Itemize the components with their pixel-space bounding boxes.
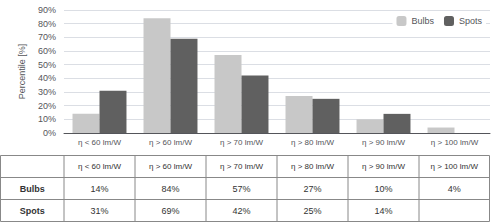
svg-text:20%: 20%	[38, 101, 56, 111]
svg-text:50%: 50%	[38, 60, 56, 70]
svg-text:60%: 60%	[38, 46, 56, 56]
svg-text:30%: 30%	[38, 87, 56, 97]
svg-text:Spots: Spots	[20, 206, 45, 216]
svg-text:Bulbs: Bulbs	[20, 184, 45, 194]
svg-text:0%: 0%	[43, 128, 56, 138]
svg-text:42%: 42%	[232, 206, 250, 216]
svg-text:Percentile [%]: Percentile [%]	[17, 44, 27, 100]
svg-text:η > 70 lm/W: η > 70 lm/W	[220, 162, 263, 171]
svg-text:27%: 27%	[303, 184, 321, 194]
svg-text:η > 80 lm/W: η > 80 lm/W	[291, 162, 334, 171]
svg-text:31%: 31%	[90, 206, 108, 216]
svg-text:10%: 10%	[374, 184, 392, 194]
svg-text:40%: 40%	[38, 73, 56, 83]
svg-text:η > 80 lm/W: η > 80 lm/W	[291, 138, 334, 147]
svg-text:10%: 10%	[38, 114, 56, 124]
svg-text:η < 60 lm/W: η < 60 lm/W	[78, 162, 121, 171]
svg-text:η > 90 lm/W: η > 90 lm/W	[362, 138, 405, 147]
svg-text:84%: 84%	[161, 184, 179, 194]
svg-text:η > 70 lm/W: η > 70 lm/W	[220, 138, 263, 147]
svg-text:η > 60 lm/W: η > 60 lm/W	[149, 162, 192, 171]
svg-text:25%: 25%	[303, 206, 321, 216]
svg-text:70%: 70%	[38, 32, 56, 42]
svg-text:4%: 4%	[448, 184, 461, 194]
svg-text:η > 100 lm/W: η > 100 lm/W	[431, 138, 479, 147]
svg-text:57%: 57%	[232, 184, 250, 194]
svg-text:Spots: Spots	[459, 16, 483, 26]
svg-text:Bulbs: Bulbs	[411, 16, 434, 26]
svg-text:η > 90 lm/W: η > 90 lm/W	[362, 162, 405, 171]
svg-text:η > 100 lm/W: η > 100 lm/W	[431, 162, 479, 171]
svg-text:14%: 14%	[90, 184, 108, 194]
svg-text:80%: 80%	[38, 19, 56, 29]
svg-text:69%: 69%	[161, 206, 179, 216]
svg-text:90%: 90%	[38, 5, 56, 15]
svg-text:η > 60 lm/W: η > 60 lm/W	[149, 138, 192, 147]
svg-text:14%: 14%	[374, 206, 392, 216]
svg-text:η < 60 lm/W: η < 60 lm/W	[78, 138, 121, 147]
